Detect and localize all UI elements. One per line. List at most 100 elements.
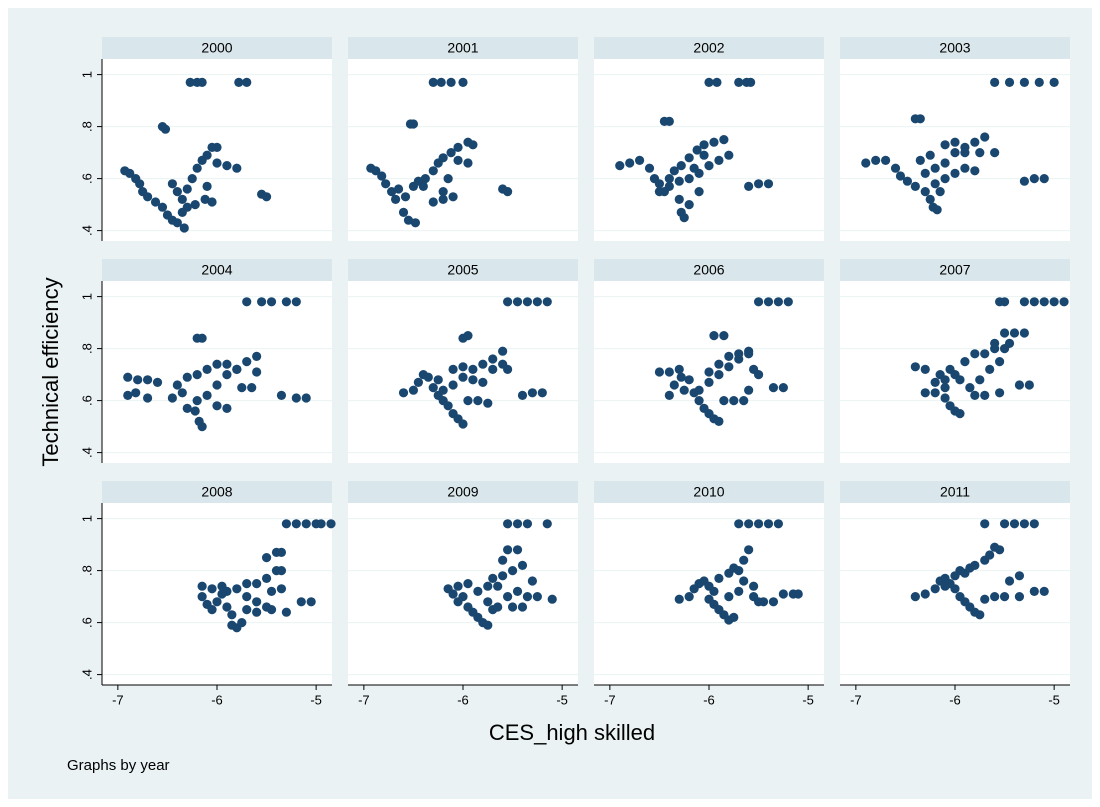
panel-title: 2002	[693, 40, 724, 56]
point	[517, 602, 528, 612]
plot-area	[102, 503, 332, 685]
point	[448, 364, 458, 374]
y-tick-label: 1	[79, 293, 94, 300]
point	[1004, 77, 1015, 87]
point	[910, 181, 920, 191]
point	[507, 566, 518, 576]
point	[699, 140, 709, 150]
point	[177, 207, 187, 217]
point	[413, 377, 423, 387]
point	[674, 194, 684, 204]
point	[724, 150, 734, 160]
panel-title: 2005	[447, 262, 478, 278]
point	[281, 607, 291, 617]
y-tick-label: .6	[79, 395, 94, 406]
point	[763, 179, 774, 189]
plot-area	[594, 59, 824, 241]
point	[615, 161, 625, 171]
point	[881, 155, 891, 165]
point	[133, 375, 143, 385]
point	[410, 218, 421, 228]
point	[252, 351, 262, 361]
y-tick-label: 1	[79, 515, 94, 522]
point	[242, 579, 252, 589]
point	[493, 602, 503, 612]
panel-header	[348, 259, 578, 281]
point	[291, 519, 301, 529]
point	[247, 383, 257, 393]
point	[694, 396, 704, 406]
point	[167, 179, 177, 189]
point	[915, 114, 925, 124]
point	[1049, 77, 1059, 87]
point	[763, 297, 774, 307]
point	[714, 370, 724, 380]
point	[915, 155, 925, 165]
point	[242, 357, 252, 367]
point	[478, 377, 488, 387]
point	[212, 359, 222, 369]
x-axis-label: CES_high skilled	[489, 720, 655, 745]
point	[281, 297, 291, 307]
point	[488, 573, 498, 584]
point	[207, 584, 217, 594]
point	[301, 519, 311, 529]
point	[381, 179, 391, 189]
panel-header	[594, 259, 824, 281]
point	[527, 388, 537, 398]
point	[527, 576, 537, 586]
point	[930, 163, 940, 173]
point	[970, 137, 980, 147]
point	[1029, 297, 1039, 307]
point	[242, 297, 252, 307]
point	[664, 390, 674, 400]
point	[930, 584, 940, 594]
panel-header	[102, 37, 332, 59]
point	[167, 393, 177, 403]
point	[684, 375, 694, 385]
point	[930, 179, 940, 189]
point	[990, 77, 1000, 87]
point	[990, 344, 1000, 354]
point	[448, 589, 458, 599]
point	[326, 519, 336, 529]
point	[403, 215, 414, 225]
y-tick-label: .8	[79, 121, 94, 132]
point	[955, 409, 965, 419]
point	[222, 602, 232, 612]
point	[498, 555, 508, 565]
point	[729, 612, 739, 623]
point	[448, 192, 458, 202]
point	[458, 77, 468, 87]
point	[316, 519, 326, 529]
point	[125, 168, 135, 178]
point	[664, 181, 674, 191]
point	[185, 77, 195, 87]
panel-header	[348, 37, 578, 59]
point	[940, 375, 950, 385]
point	[522, 519, 533, 529]
point	[932, 205, 942, 215]
point	[739, 576, 749, 586]
point	[182, 184, 192, 194]
point	[960, 357, 970, 367]
point	[744, 519, 754, 529]
point	[473, 586, 483, 597]
point	[980, 390, 990, 400]
point	[694, 385, 704, 395]
point	[724, 362, 734, 372]
point	[920, 589, 930, 599]
point	[793, 589, 803, 599]
y-tick-label: .4	[79, 669, 94, 680]
point	[453, 155, 463, 165]
point	[202, 364, 212, 374]
point	[920, 168, 930, 178]
point	[950, 148, 960, 158]
x-tick-label: -7	[112, 692, 124, 707]
point	[276, 584, 287, 594]
point	[542, 519, 552, 529]
point	[1019, 77, 1029, 87]
point	[739, 555, 749, 565]
point	[242, 605, 252, 615]
